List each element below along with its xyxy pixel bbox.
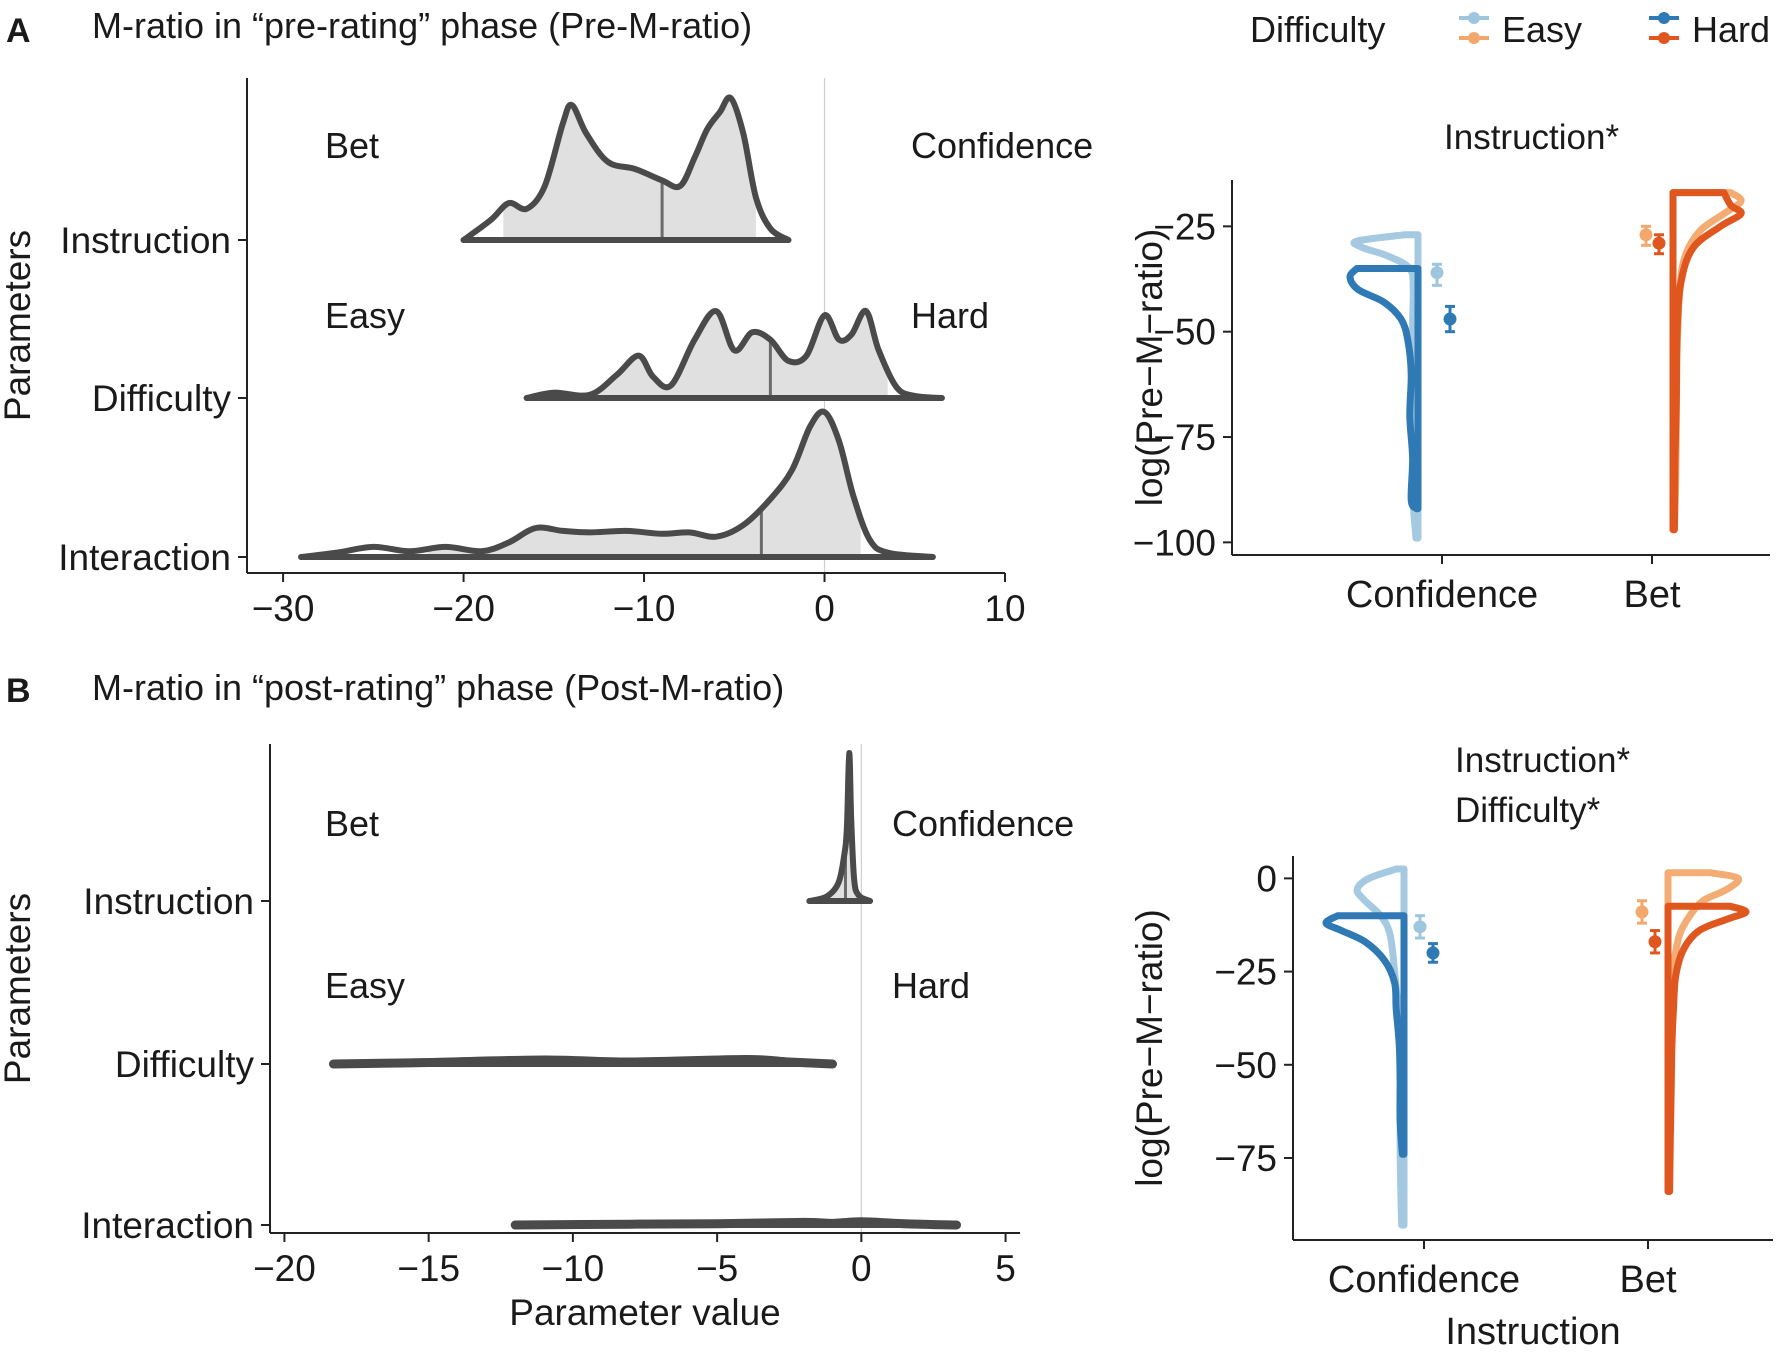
annotation-line-1: Instruction* xyxy=(1455,741,1630,780)
side-label-confidence: Confidence xyxy=(911,125,1093,166)
y-axis-label: Parameters xyxy=(0,230,38,421)
x-tick-label: 5 xyxy=(995,1248,1016,1289)
y-tick-label-difficulty: Difficulty xyxy=(92,378,232,419)
x-tick-label: 0 xyxy=(851,1248,872,1289)
x-tick-label: −30 xyxy=(252,588,315,629)
density-cloud-bet-hard xyxy=(1664,902,1750,1195)
y-axis-label: log(Pre−M−ratio) xyxy=(1129,229,1170,507)
legend-label-hard: Hard xyxy=(1692,9,1770,50)
ridge-outline-instruction xyxy=(460,94,792,243)
legend-key-easy-bet-dot xyxy=(1468,32,1480,44)
y-tick-label: 0 xyxy=(1256,858,1277,899)
x-tick-label: −15 xyxy=(397,1248,460,1289)
panel-b-raincloud-chart: 0 −25 −50 −75 Confidence Bet log(Pre−M−ratio) I… xyxy=(1129,741,1773,1353)
y-tick-label: −75 xyxy=(1214,1138,1277,1179)
y-tick-label: −50 xyxy=(1153,312,1216,353)
y-tick-label: −25 xyxy=(1214,952,1277,993)
y-tick-label-instruction: Instruction xyxy=(83,881,254,922)
x-axis-label: Instruction xyxy=(1445,1311,1620,1353)
panel-a-ridgeline-chart: −30 −20 −10 0 10 Parameters Instruction Difficu… xyxy=(0,78,1093,629)
side-label-easy: Easy xyxy=(325,295,405,336)
mean-point-bet-hard xyxy=(1652,236,1666,250)
annotation-line-2: Difficulty* xyxy=(1455,791,1601,830)
x-tick-label: 10 xyxy=(984,588,1025,629)
y-tick-label: −100 xyxy=(1133,522,1216,563)
x-axis-label: Parameter value xyxy=(509,1292,780,1333)
mean-point-confidence-easy xyxy=(1430,266,1444,280)
mean-point-confidence-hard xyxy=(1443,312,1457,326)
ridge-outline-interaction xyxy=(298,408,936,560)
panel-b-title: M-ratio in “post-rating” phase (Post-M-r… xyxy=(92,667,784,708)
mean-point-confidence-easy xyxy=(1413,920,1427,934)
y-tick-label-instruction: Instruction xyxy=(60,220,231,261)
x-tick-label-bet: Bet xyxy=(1619,1259,1676,1301)
side-label-bet: Bet xyxy=(325,125,379,166)
x-tick-label: −10 xyxy=(542,1248,605,1289)
panel-b-letter: B xyxy=(6,672,31,710)
side-label-confidence: Confidence xyxy=(892,803,1074,844)
x-tick-label: −20 xyxy=(253,1248,316,1289)
legend-title: Difficulty xyxy=(1250,9,1385,50)
side-label-bet: Bet xyxy=(325,803,379,844)
y-tick-label: −75 xyxy=(1153,417,1216,458)
side-label-hard: Hard xyxy=(892,965,970,1006)
mean-point-confidence-hard xyxy=(1426,946,1440,960)
x-tick-label: 0 xyxy=(814,588,835,629)
x-tick-label: −5 xyxy=(696,1248,738,1289)
ridge-fill-difficulty xyxy=(553,310,888,398)
density-cloud-bet-hard xyxy=(1669,189,1745,534)
ridge-outline-instruction xyxy=(806,749,873,904)
legend: Difficulty Easy Hard xyxy=(1250,9,1770,50)
y-axis-label: log(Pre−M−ratio) xyxy=(1129,909,1170,1187)
y-tick-label-difficulty: Difficulty xyxy=(115,1044,255,1085)
mean-point-bet-easy xyxy=(1639,228,1653,242)
y-tick-label: −25 xyxy=(1153,206,1216,247)
legend-keys xyxy=(1459,12,1679,44)
y-tick-label-interaction: Interaction xyxy=(81,1205,254,1246)
legend-key-hard-confidence-dot xyxy=(1658,12,1670,24)
panel-a-letter: A xyxy=(6,12,31,50)
panel-b-ridgeline-chart: −20 −15 −10 −5 0 5 Parameters Parameter value In… xyxy=(0,744,1074,1333)
panel-a-raincloud-chart: −25 −50 −75 −100 Confidence Bet log(Pre−M−rati… xyxy=(1129,118,1770,616)
side-label-hard: Hard xyxy=(911,295,989,336)
annotation-line-1: Instruction* xyxy=(1444,118,1619,157)
y-axis-label: Parameters xyxy=(0,893,38,1084)
density-cloud-bet-easy xyxy=(1664,869,1743,1031)
density-cloud-bet-easy xyxy=(1669,189,1745,534)
legend-key-easy-confidence-dot xyxy=(1468,12,1480,24)
density-cloud-confidence-hard xyxy=(1346,265,1422,513)
side-label-easy: Easy xyxy=(325,965,405,1006)
density-cloud-confidence-hard xyxy=(1322,912,1408,1158)
mean-point-bet-easy xyxy=(1635,905,1649,919)
ridge-outline-difficulty xyxy=(523,308,945,401)
legend-key-hard-bet-dot xyxy=(1658,32,1670,44)
y-tick-label: −50 xyxy=(1214,1045,1277,1086)
mean-point-bet-hard xyxy=(1648,935,1662,949)
panel-a-title: M-ratio in “pre-rating” phase (Pre-M-rat… xyxy=(92,5,752,46)
legend-label-easy: Easy xyxy=(1502,9,1582,50)
x-tick-label-bet: Bet xyxy=(1623,574,1680,616)
x-tick-label-confidence: Confidence xyxy=(1346,574,1538,616)
x-tick-label: −10 xyxy=(613,588,676,629)
x-tick-label: −20 xyxy=(432,588,495,629)
x-tick-label-confidence: Confidence xyxy=(1328,1259,1520,1301)
y-tick-label-interaction: Interaction xyxy=(58,537,231,578)
